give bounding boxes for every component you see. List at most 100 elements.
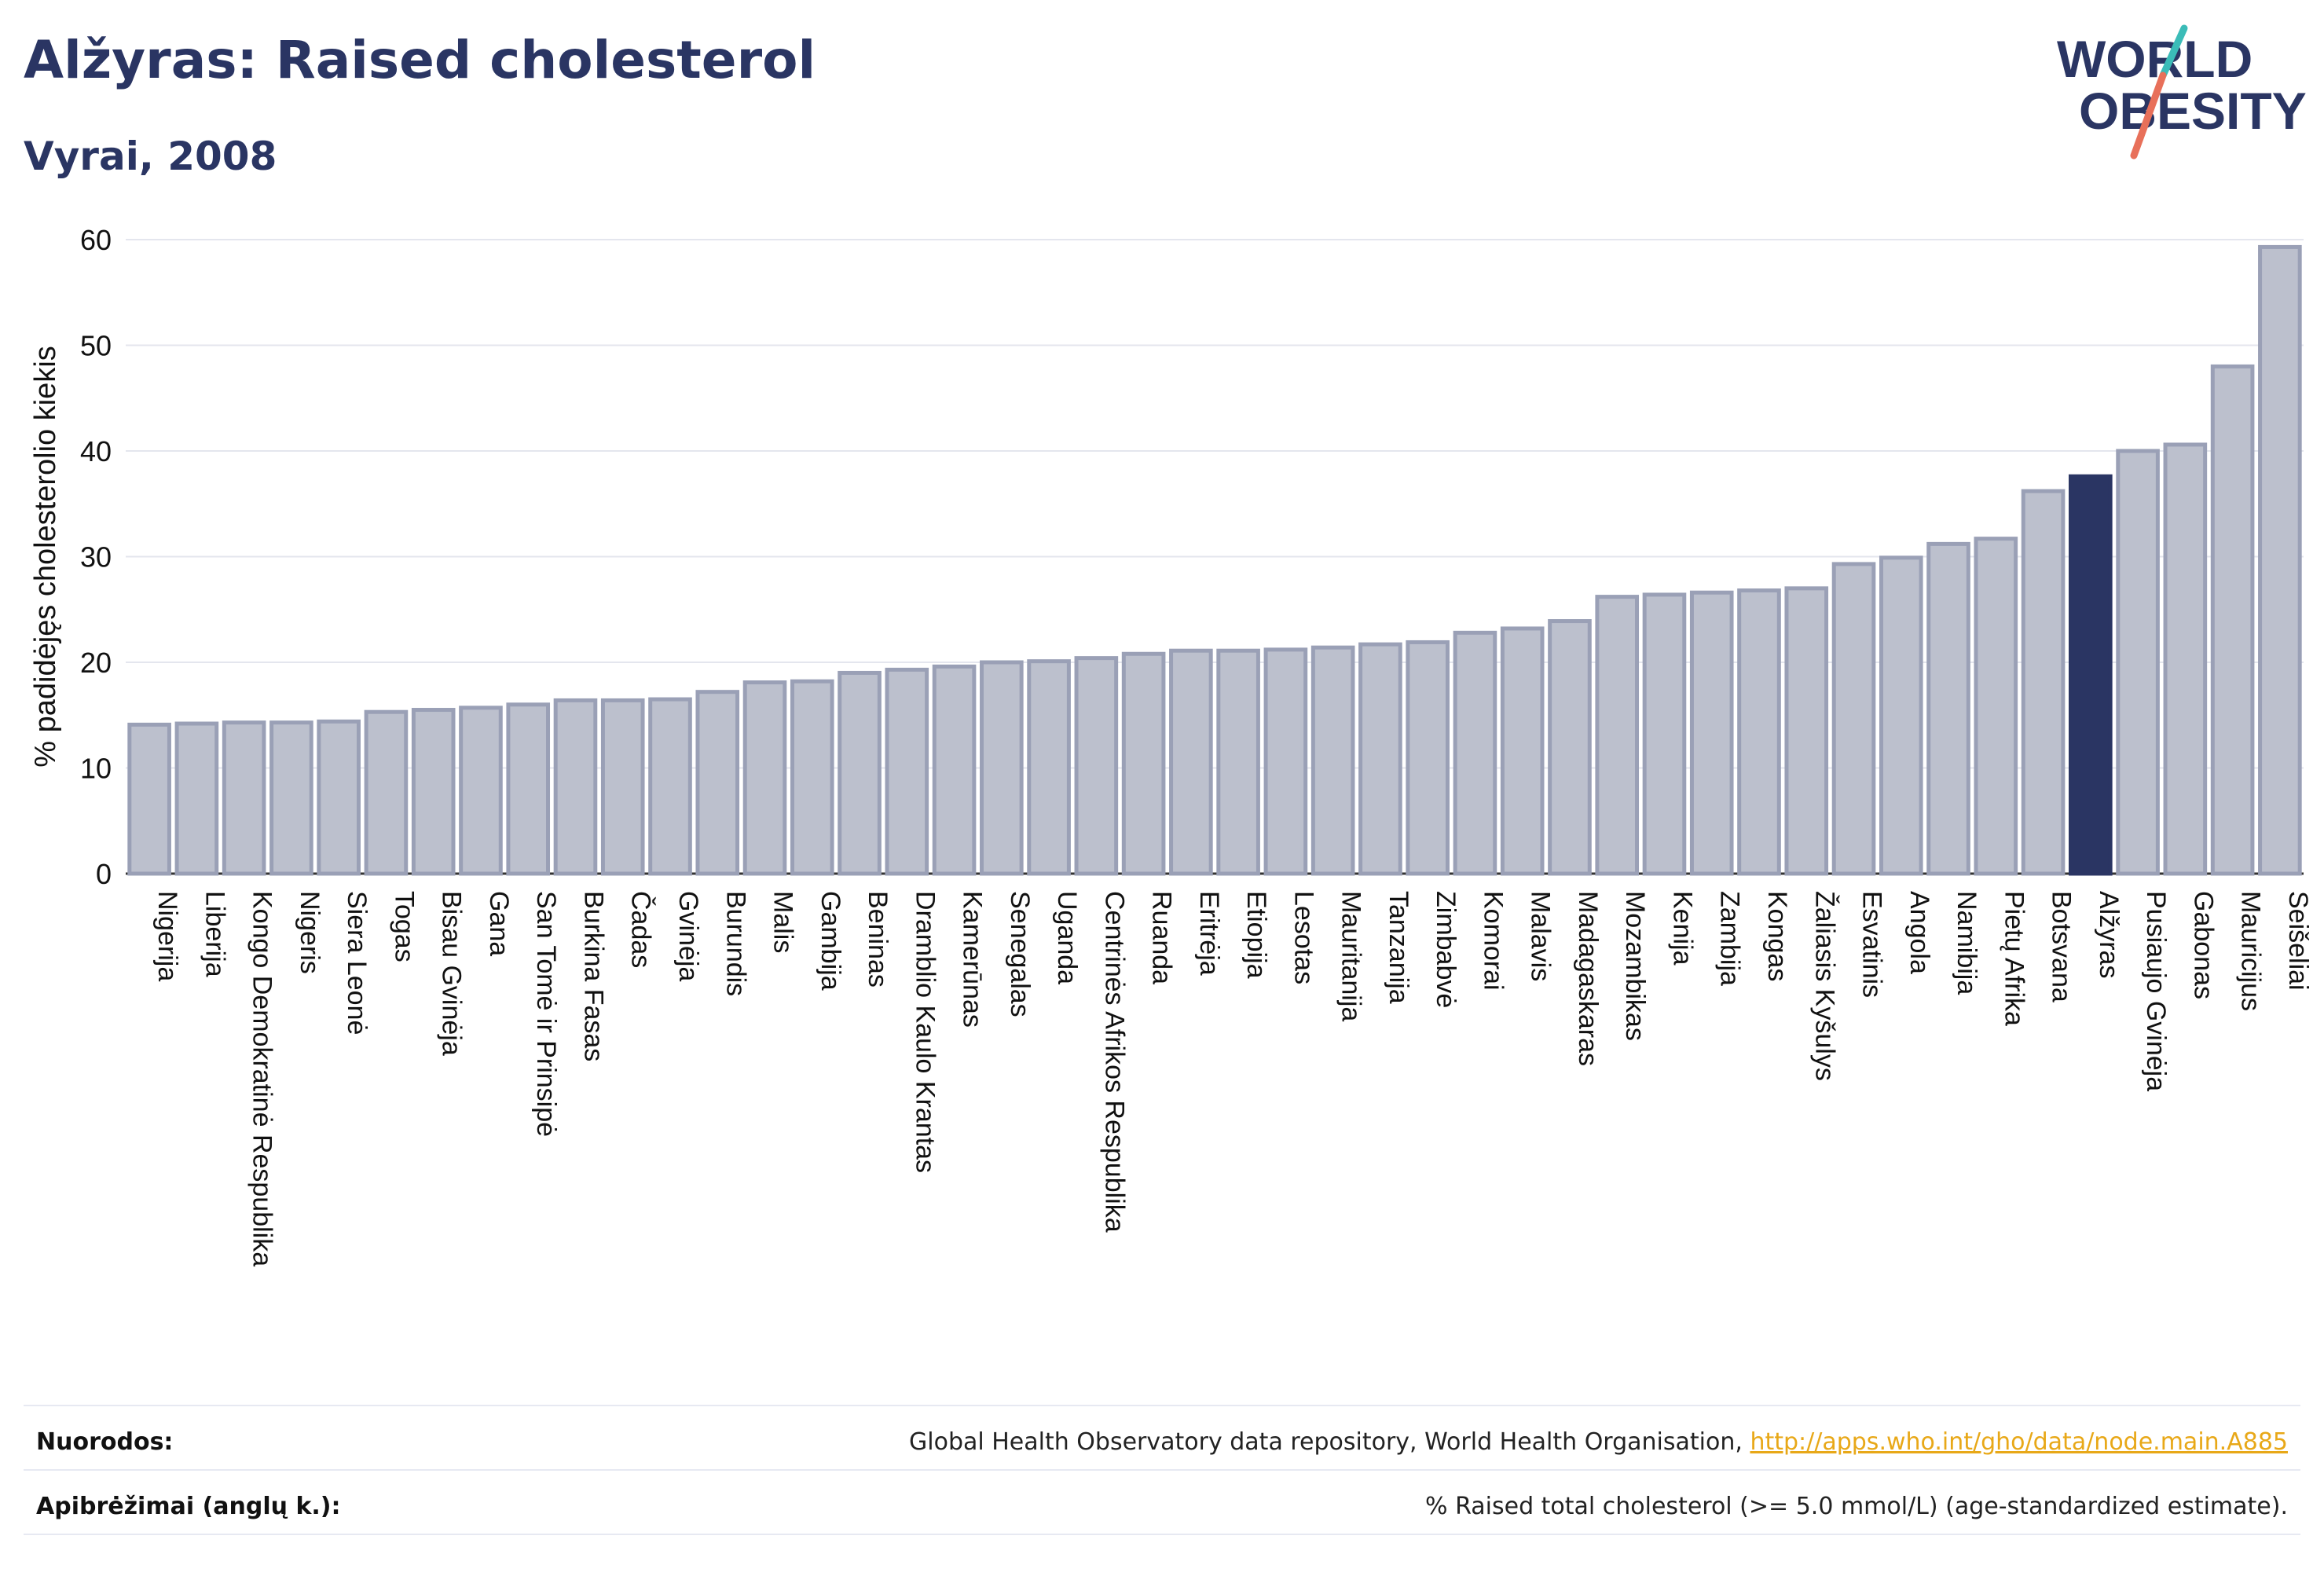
- bar[interactable]: [1548, 619, 1592, 876]
- bar[interactable]: [2258, 244, 2302, 876]
- x-tick-label: Gambija: [816, 891, 845, 991]
- x-tick-label: San Tomė ir Prinsipė: [531, 891, 561, 1137]
- bar[interactable]: [1831, 562, 1876, 876]
- bar[interactable]: [1169, 648, 1213, 876]
- x-tick-label: Gana: [484, 891, 514, 956]
- x-tick-label: Kongo Demokratinė Respublika: [247, 891, 277, 1266]
- x-tick-label: Zambija: [1715, 891, 1745, 986]
- bar[interactable]: [269, 720, 313, 876]
- bar-highlight[interactable]: [2069, 474, 2113, 876]
- bar[interactable]: [885, 667, 929, 876]
- bar[interactable]: [2021, 489, 2066, 876]
- bar[interactable]: [838, 670, 882, 876]
- x-tick-label: Nigerija: [152, 891, 182, 981]
- bar[interactable]: [980, 660, 1024, 876]
- y-axis-label: % padidėjęs cholesterolio kiekis: [29, 346, 62, 768]
- x-tick-label: Tanzanija: [1384, 891, 1413, 1004]
- y-tick-label: 50: [80, 330, 112, 362]
- bar[interactable]: [648, 697, 692, 876]
- bar[interactable]: [1453, 630, 1497, 876]
- x-tick-label: Pusiaujo Gvinėja: [2141, 891, 2171, 1091]
- x-tick-label: Centrinės Afrikos Respublika: [1099, 891, 1129, 1233]
- bar[interactable]: [742, 680, 787, 876]
- x-tick-label: Gabonas: [2188, 891, 2218, 999]
- bar[interactable]: [553, 698, 598, 876]
- bar[interactable]: [317, 719, 361, 876]
- bar[interactable]: [174, 721, 219, 876]
- x-tick-label: Senegalas: [1005, 891, 1035, 1017]
- bar[interactable]: [1263, 647, 1308, 876]
- x-tick-label: Mozambikas: [1620, 891, 1650, 1041]
- bar[interactable]: [127, 722, 171, 876]
- x-tick-label: Burkina Fasas: [578, 891, 608, 1061]
- x-tick-label: Kamerūnas: [958, 891, 988, 1028]
- bar[interactable]: [695, 690, 740, 876]
- x-tick-label: Siera Leonė: [342, 891, 372, 1035]
- bar[interactable]: [222, 720, 266, 876]
- x-tick-labels: Nigerija Liberija Kongo Demokratinė Respub…: [152, 891, 2313, 1266]
- x-tick-label: Dramblio Kaulo Krantas: [910, 891, 940, 1173]
- logo-line1: WORLD: [2057, 30, 2253, 88]
- x-tick-label: Esvatinis: [1857, 891, 1887, 998]
- bar[interactable]: [1121, 651, 1166, 876]
- x-tick-label: Mauricijus: [2236, 891, 2266, 1011]
- bar[interactable]: [411, 708, 456, 876]
- bars: [127, 244, 2302, 876]
- sources-text: Global Health Observatory data repositor…: [909, 1428, 2288, 1456]
- y-tick-label: 60: [80, 224, 112, 256]
- bar[interactable]: [1737, 588, 1781, 876]
- x-tick-label: Komorai: [1478, 891, 1508, 991]
- x-tick-label: Malis: [768, 891, 798, 953]
- sources-link[interactable]: http://apps.who.int/gho/data/node.main.A…: [1750, 1428, 2288, 1456]
- bar[interactable]: [1926, 541, 1970, 876]
- x-tick-label: Angola: [1904, 891, 1934, 974]
- world-obesity-logo: WORLD OBESITY: [2057, 24, 2307, 159]
- bar[interactable]: [1027, 659, 1071, 876]
- bar[interactable]: [1074, 656, 1119, 876]
- bar[interactable]: [1642, 592, 1687, 876]
- x-tick-label: Pietų Afrika: [1999, 891, 2029, 1026]
- bar[interactable]: [1689, 590, 1734, 876]
- y-tick-label: 40: [80, 435, 112, 467]
- x-tick-label: Žaliasis Kyšulys: [1809, 891, 1839, 1081]
- bar[interactable]: [2163, 442, 2208, 876]
- x-tick-label: Seišeliai: [2283, 891, 2313, 991]
- x-tick-label: Madagaskaras: [1573, 891, 1603, 1066]
- x-tick-label: Botsvana: [2047, 891, 2077, 1002]
- bar[interactable]: [1595, 595, 1640, 876]
- x-tick-label: Alžyras: [2094, 891, 2124, 978]
- x-tick-label: Bisau Gvinėja: [437, 891, 467, 1056]
- bar[interactable]: [1974, 537, 2018, 876]
- logo-line2: OBESITY: [2079, 82, 2307, 140]
- bar[interactable]: [2116, 449, 2160, 876]
- x-tick-label: Namibija: [1952, 891, 1981, 995]
- bar[interactable]: [1216, 648, 1260, 876]
- bar[interactable]: [1500, 626, 1545, 876]
- page-subtitle: Vyrai, 2008: [24, 134, 277, 179]
- bar[interactable]: [2210, 364, 2255, 876]
- bar[interactable]: [1879, 555, 1923, 876]
- bar[interactable]: [459, 706, 503, 876]
- x-tick-label: Mauritanija: [1336, 891, 1366, 1021]
- bar[interactable]: [932, 664, 977, 876]
- bar[interactable]: [1310, 645, 1355, 876]
- y-tick-label: 20: [80, 647, 112, 679]
- page-title: Alžyras: Raised cholesterol: [24, 30, 816, 90]
- bar-chart: 0 10 20 30 40 50 60 Nigerija Liberija Kongo Demo…: [29, 224, 2313, 1266]
- bar[interactable]: [364, 709, 409, 876]
- bar[interactable]: [506, 702, 551, 876]
- x-tick-label: Čadas: [626, 891, 656, 968]
- bar[interactable]: [1784, 586, 1829, 876]
- x-tick-label: Liberija: [200, 891, 229, 977]
- x-tick-label: Zimbabvė: [1431, 891, 1461, 1008]
- bar[interactable]: [790, 679, 834, 876]
- footer-divider-bottom: [24, 1534, 2300, 1535]
- x-tick-label: Beninas: [863, 891, 893, 988]
- x-tick-label: Nigeris: [295, 891, 324, 974]
- bar[interactable]: [600, 698, 645, 876]
- x-tick-label: Kenija: [1667, 891, 1697, 966]
- bar[interactable]: [1406, 640, 1450, 876]
- x-tick-label: Burundis: [720, 891, 750, 996]
- x-tick-label: Malavis: [1526, 891, 1556, 981]
- bar[interactable]: [1358, 642, 1402, 876]
